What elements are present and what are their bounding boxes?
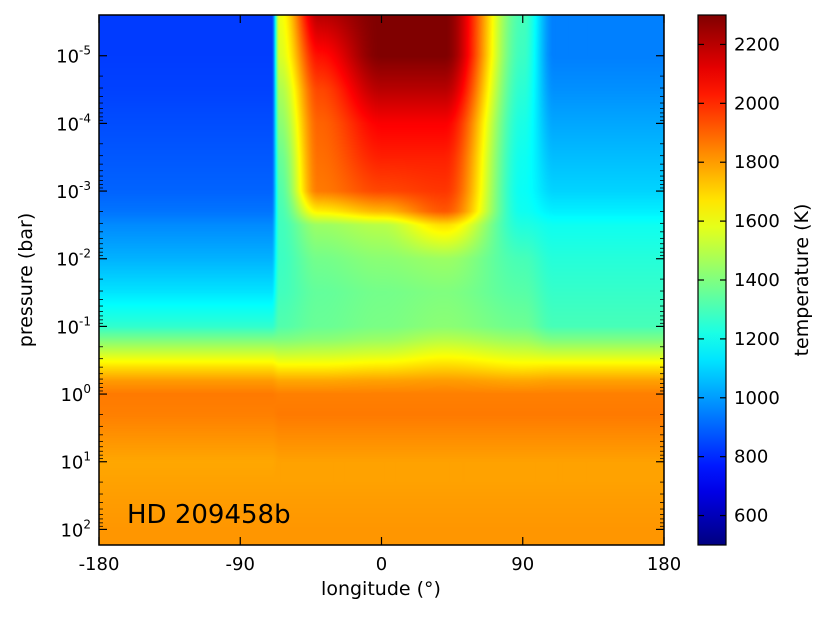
y-tick-label: 102	[60, 517, 91, 541]
y-tick-label: 10-5	[56, 44, 91, 68]
heatmap-image	[99, 15, 664, 545]
colorbar: 600 800 1000 1200 1400 1600 1800 2000 2200 tempe…	[697, 14, 813, 546]
x-tick-label: 180	[647, 554, 681, 575]
colorbar-ticks: 600 800 1000 1200 1400 1600 1800 2000 2200	[698, 34, 780, 527]
colorbar-tick-label: 800	[734, 447, 768, 468]
x-axis-ticks: -180 -90 0 90 180	[79, 15, 681, 575]
x-tick-label: 90	[511, 554, 534, 575]
x-tick-label: 0	[376, 554, 387, 575]
colorbar-tick-label: 2000	[734, 93, 780, 114]
y-axis-label: pressure (bar)	[15, 213, 37, 347]
x-tick-label: -180	[79, 554, 120, 575]
y-tick-label: 10-1	[56, 314, 91, 338]
y-tick-label: 101	[60, 450, 91, 474]
x-tick-label: -90	[226, 554, 255, 575]
colorbar-tick-label: 2200	[734, 34, 780, 55]
colorbar-tick-label: 1400	[734, 270, 780, 291]
y-axis-ticks: 10-5 10-4 10-3 10-2 10-1 100 101 102	[56, 44, 664, 541]
planet-annotation: HD 209458b	[127, 500, 291, 530]
y-tick-label: 10-3	[56, 179, 91, 203]
y-tick-label: 10-4	[56, 111, 91, 135]
colorbar-tick-label: 1600	[734, 211, 780, 232]
colorbar-tick-label: 1200	[734, 329, 780, 350]
plot-area: -180 -90 0 90 180 10-5 10-4 10-3 10-2 10-1 100 101…	[56, 14, 681, 575]
x-axis-label: longitude (°)	[321, 578, 441, 600]
colorbar-tick-label: 600	[734, 506, 768, 527]
y-tick-label: 100	[60, 382, 91, 406]
colorbar-tick-label: 1800	[734, 152, 780, 173]
colorbar-tick-label: 1000	[734, 388, 780, 409]
y-tick-label: 10-2	[56, 247, 91, 271]
colorbar-label: temperature (K)	[791, 204, 813, 357]
